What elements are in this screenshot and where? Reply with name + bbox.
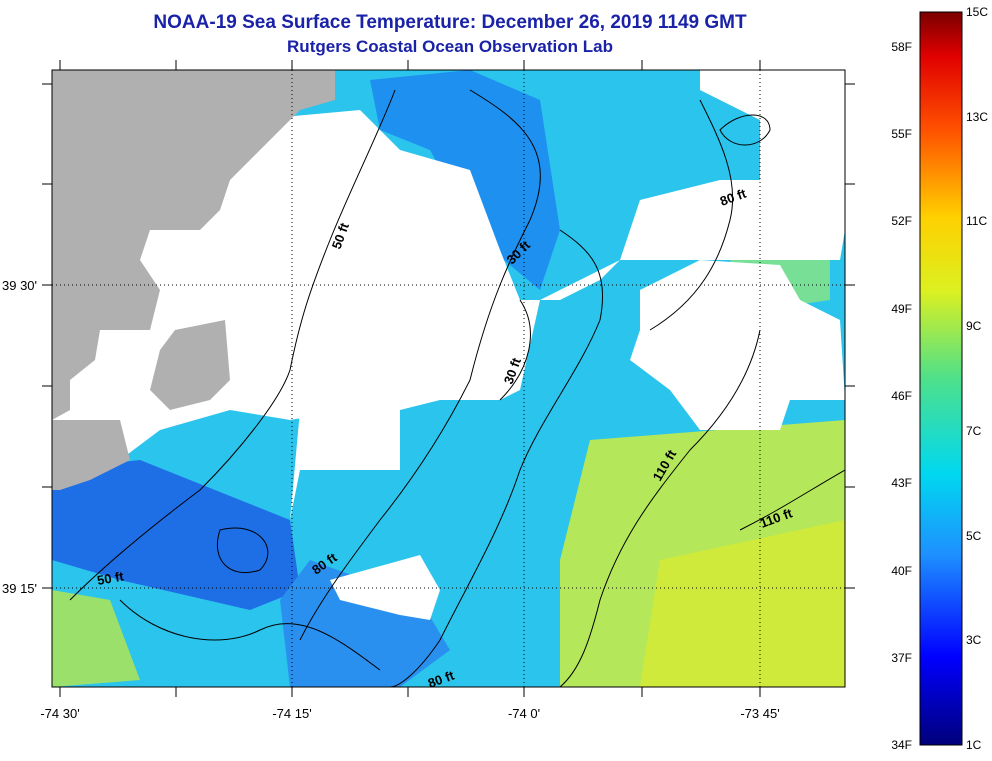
land-island-west — [150, 320, 230, 410]
light-water-patch-south — [52, 590, 140, 687]
legend-f-34: 34F — [891, 738, 912, 752]
legend-f-43: 43F — [891, 476, 912, 490]
cool-nearshore-water-southwest — [52, 460, 300, 610]
graticule — [52, 70, 845, 687]
map-subtitle: Rutgers Coastal Ocean Observation Lab — [287, 37, 613, 56]
legend-f-49: 49F — [891, 302, 912, 316]
legend-f-46: 46F — [891, 389, 912, 403]
colorbar-fahrenheit-labels: 58F 55F 52F 49F 46F 43F 40F 37F 34F — [891, 40, 912, 752]
lon-label-74-0: -74 0' — [508, 706, 540, 721]
axis-labels: 39 30' 39 15' -74 30' -74 15' -74 0' -73… — [2, 278, 780, 721]
legend-f-40: 40F — [891, 564, 912, 578]
legend-c-3: 3C — [966, 633, 982, 647]
legend-c-5: 5C — [966, 529, 982, 543]
contour-110ft-east — [739, 469, 845, 531]
contour-east-blob — [719, 114, 771, 146]
lat-label-39-15: 39 15' — [2, 581, 37, 596]
legend-f-37: 37F — [891, 651, 912, 665]
lon-label-73-45: -73 45' — [740, 706, 779, 721]
no-data-cloud-center — [290, 400, 400, 520]
land-southwest — [52, 420, 130, 490]
colorbar-celsius-labels: 15C 13C 11C 9C 7C 5C 3C 1C — [966, 5, 988, 752]
legend-c-13: 13C — [966, 110, 988, 124]
contour-30ft-north — [299, 89, 541, 641]
map-title: NOAA-19 Sea Surface Temperature: Decembe… — [153, 12, 747, 33]
legend-c-9: 9C — [966, 319, 982, 333]
land-new-jersey-coast — [52, 70, 335, 420]
contour-110ft — [559, 329, 761, 687]
cool-water-band-south — [280, 560, 450, 687]
contour-ridge — [499, 299, 531, 401]
colorbar-gradient — [919, 11, 963, 746]
legend-c-11: 11C — [966, 214, 987, 228]
temperature-colorbar: 58F 55F 52F 49F 46F 43F 40F 37F 34F 15C … — [891, 5, 988, 752]
no-data-cloud-east — [630, 260, 845, 430]
no-data-cloud-northeast — [700, 70, 845, 230]
axis-ticks — [42, 60, 855, 697]
contour-80ft-central — [389, 229, 604, 687]
map-frame — [51, 69, 846, 688]
warmer-water-patch-southeast — [640, 520, 845, 687]
bathymetry-contours — [69, 89, 845, 687]
lon-label-74-30: -74 30' — [40, 706, 79, 721]
legend-f-58: 58F — [891, 40, 912, 54]
lat-label-39-30: 39 30' — [2, 278, 37, 293]
legend-c-15: 15C — [966, 5, 988, 19]
lon-label-74-15: -74 15' — [272, 706, 311, 721]
map-plot-area: 50 ft 30 ft 80 ft 30 ft 110 ft 110 ft 80… — [52, 70, 845, 687]
contour-island-outline — [216, 527, 269, 574]
legend-f-55: 55F — [891, 127, 912, 141]
legend-f-52: 52F — [891, 214, 912, 228]
contour-80ft-north — [649, 99, 734, 331]
contour-south-wiggle — [119, 599, 381, 671]
legend-c-1: 1C — [966, 738, 982, 752]
contour-label-50ft-south: 50 ft — [96, 568, 126, 588]
legend-c-7: 7C — [966, 424, 982, 438]
contour-50ft-north — [69, 89, 396, 601]
